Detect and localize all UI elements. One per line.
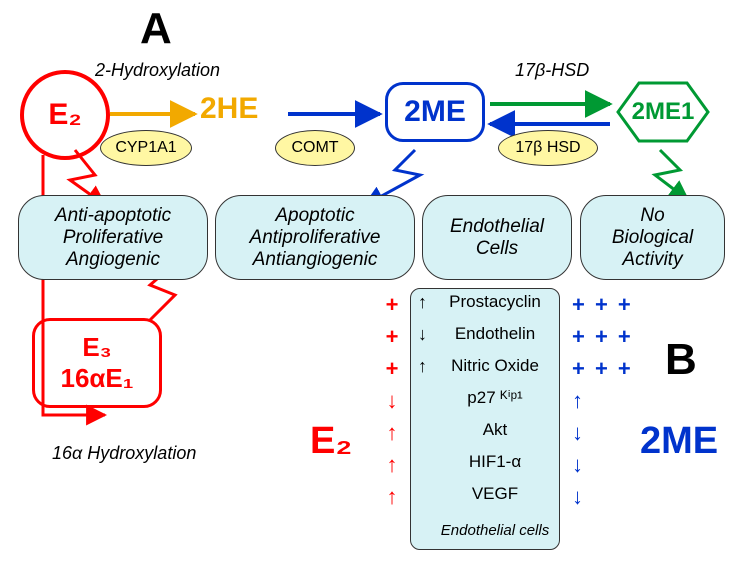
- me-mark-4: ↓: [572, 420, 585, 446]
- me-mark-2: + + +: [572, 356, 633, 382]
- effect-e2-line3: Angiogenic: [66, 249, 160, 271]
- node-e2-label: E₂: [48, 98, 81, 132]
- endo-item-0: Prostacyclin: [435, 292, 555, 312]
- node-2me-label: 2ME: [404, 95, 466, 129]
- node-2me1-label: 2ME1: [632, 98, 695, 126]
- node-e3-label: E₃: [82, 332, 111, 363]
- me-mark-3: ↑: [572, 388, 585, 414]
- label-2-hydroxylation: 2-Hydroxylation: [95, 60, 220, 81]
- endo-item-3: p27 ᴷⁱᵖ¹: [435, 388, 555, 408]
- node-e3-16a: E₃ 16αE₁: [32, 318, 162, 408]
- node-2he-label: 2HE: [200, 92, 258, 125]
- effect-2me: Apoptotic Antiproliferative Antiangiogen…: [215, 195, 415, 280]
- black-arrow-0: ↑: [418, 292, 427, 313]
- me-mark-6: ↓: [572, 484, 585, 510]
- e2-mark-2: +: [378, 356, 406, 382]
- e2-mark-6: ↑: [378, 484, 406, 510]
- endo-list-footer: Endothelial cells: [415, 522, 575, 539]
- e2-mark-1: +: [378, 324, 406, 350]
- enzyme-comt-label: COMT: [291, 139, 338, 157]
- enzyme-cyp1a1-label: CYP1A1: [115, 139, 176, 157]
- panel-label-a: A: [140, 4, 172, 54]
- effect-2me-line2: Antiproliferative: [250, 227, 381, 249]
- node-2he: 2HE: [200, 92, 258, 126]
- me-mark-5: ↓: [572, 452, 585, 478]
- black-arrow-1: ↓: [418, 324, 427, 345]
- e2-mark-0: +: [378, 292, 406, 318]
- enzyme-comt: COMT: [275, 130, 355, 166]
- e2-mark-3: ↓: [378, 388, 406, 414]
- label-16a-hydroxylation: 16α Hydroxylation: [52, 443, 196, 464]
- node-16a-label: 16αE₁: [61, 363, 134, 394]
- node-2me1: 2ME1: [615, 80, 711, 144]
- panel-label-b: B: [665, 335, 697, 385]
- endothelial-line2: Cells: [476, 238, 518, 260]
- effect-e2-line1: Anti-apoptotic: [55, 205, 171, 227]
- side-label-2me: 2ME: [640, 420, 718, 463]
- endothelial-line1: Endothelial: [450, 216, 544, 238]
- effect-2me1-line2: Biological: [612, 227, 693, 249]
- endo-item-5: HIF1-α: [435, 452, 555, 472]
- node-2me: 2ME: [385, 82, 485, 142]
- me-mark-1: + + +: [572, 324, 633, 350]
- effect-2me1-line1: No: [640, 205, 664, 227]
- side-label-e2: E₂: [310, 420, 352, 463]
- label-17b-hsd-top: 17β-HSD: [515, 60, 589, 81]
- enzyme-17bhsd: 17β HSD: [498, 130, 598, 166]
- effect-2me-line3: Antiangiogenic: [253, 249, 378, 271]
- effect-e2-line2: Proliferative: [63, 227, 163, 249]
- endo-item-4: Akt: [435, 420, 555, 440]
- enzyme-cyp1a1: CYP1A1: [100, 130, 192, 166]
- node-e2: E₂: [20, 70, 110, 160]
- black-arrow-2: ↑: [418, 356, 427, 377]
- effect-2me1-line3: Activity: [622, 249, 682, 271]
- me-mark-0: + + +: [572, 292, 633, 318]
- endothelial-cells-label: Endothelial Cells: [422, 195, 572, 280]
- effect-2me1: No Biological Activity: [580, 195, 725, 280]
- e2-mark-5: ↑: [378, 452, 406, 478]
- e2-mark-4: ↑: [378, 420, 406, 446]
- endo-item-1: Endothelin: [435, 324, 555, 344]
- enzyme-17bhsd-label: 17β HSD: [515, 139, 580, 157]
- effect-2me-line1: Apoptotic: [275, 205, 354, 227]
- effect-e2: Anti-apoptotic Proliferative Angiogenic: [18, 195, 208, 280]
- endo-item-6: VEGF: [435, 484, 555, 504]
- endo-item-2: Nitric Oxide: [435, 356, 555, 376]
